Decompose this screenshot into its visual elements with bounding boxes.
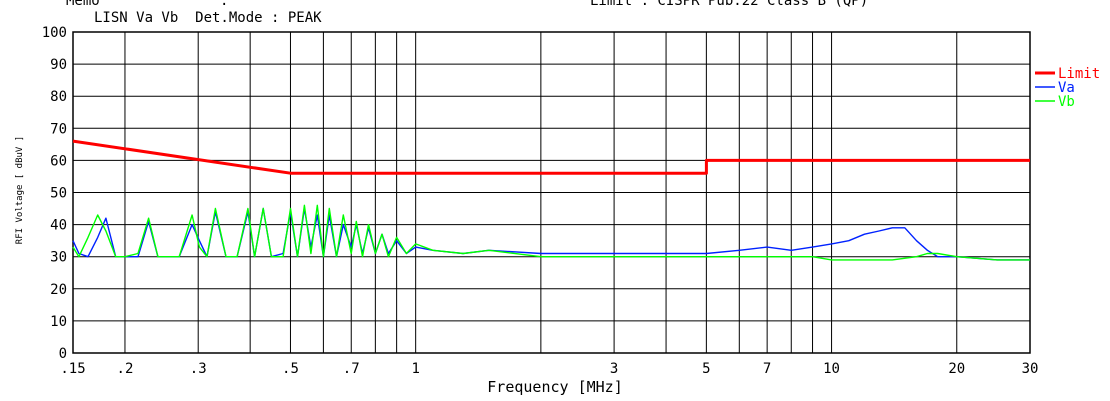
series-line-vb — [72, 204, 1030, 261]
x-tick-label: 5 — [702, 361, 710, 377]
y-tick-label: 70 — [50, 121, 67, 137]
y-tick-label: 10 — [50, 314, 67, 330]
x-tick-label: 1 — [411, 361, 419, 377]
y-tick-label: 90 — [50, 57, 67, 73]
y-tick-label: 20 — [50, 282, 67, 298]
x-tick-label: 10 — [823, 361, 840, 377]
memo-separator: : — [220, 0, 229, 9]
x-tick-label: .3 — [190, 361, 207, 377]
legend-label-vb: Vb — [1058, 94, 1075, 110]
x-tick-label: .7 — [343, 361, 360, 377]
y-tick-label: 80 — [50, 89, 67, 105]
series-line-limit — [72, 139, 1030, 175]
x-tick-label: .5 — [282, 361, 299, 377]
x-tick-label: .2 — [117, 361, 134, 377]
y-tick-label: 100 — [42, 25, 67, 41]
y-tick-label: 60 — [50, 153, 67, 169]
y-tick-label: 40 — [50, 218, 67, 234]
x-tick-label: 30 — [1022, 361, 1039, 377]
limit-standard-text: Limit : CISPR Pub.22 Class B (QP) — [590, 0, 869, 9]
memo-label: Memo — [66, 0, 100, 9]
x-tick-label: 3 — [610, 361, 618, 377]
x-axis-label: Frequency [MHz] — [487, 378, 622, 396]
y-tick-label: 50 — [50, 186, 67, 202]
x-tick-label: 20 — [948, 361, 965, 377]
legend-label-va: Va — [1058, 80, 1075, 96]
y-tick-label: 30 — [50, 250, 67, 266]
x-tick-label: .15 — [60, 361, 85, 377]
x-tick-label: 7 — [763, 361, 771, 377]
y-axis-label: RFI Voltage [ dBuV ] — [15, 136, 25, 244]
legend-label-limit: Limit — [1058, 66, 1100, 82]
y-tick-label: 0 — [59, 346, 67, 362]
measurement-info: LISN Va Vb Det.Mode : PEAK — [94, 10, 322, 26]
